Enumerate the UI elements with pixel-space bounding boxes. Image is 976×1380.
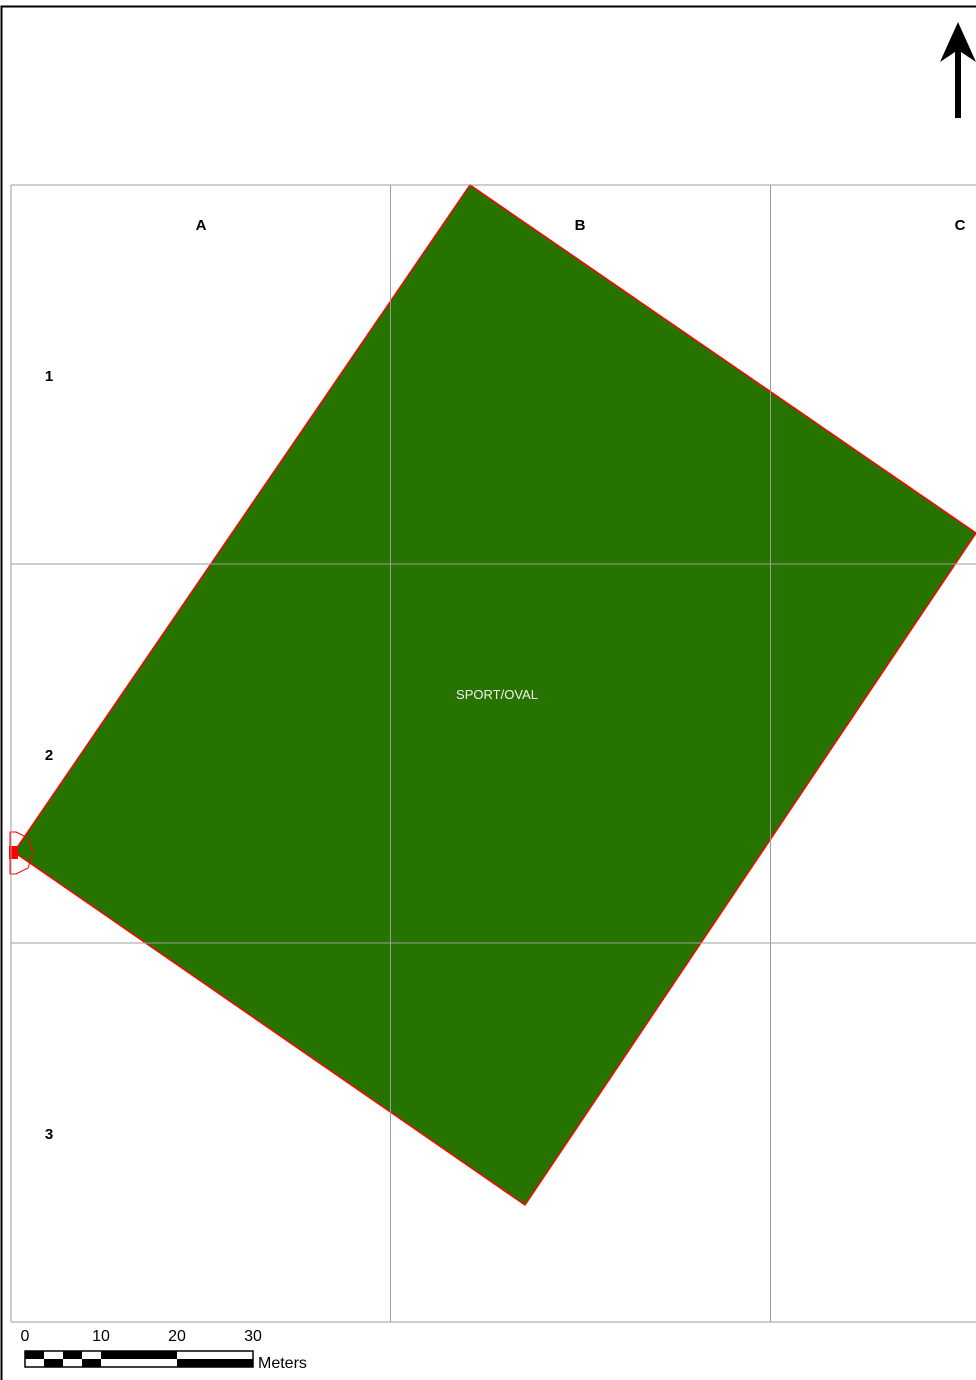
map-data-frame[interactable]: A B C 1 2 3 SPORT/OVAL bbox=[9, 183, 976, 1323]
grid-row-label-2: 2 bbox=[45, 747, 53, 764]
scale-tick-0: 0 bbox=[21, 1328, 30, 1345]
reference-grid bbox=[10, 184, 976, 1323]
feature-label: SPORT/OVAL bbox=[456, 687, 538, 702]
grid-row-label-1: 1 bbox=[45, 368, 53, 385]
scale-tick-30: 30 bbox=[244, 1328, 262, 1345]
scale-tick-10: 10 bbox=[92, 1328, 110, 1345]
grid-column-label-c: C bbox=[955, 217, 966, 234]
scale-units: Meters bbox=[258, 1355, 307, 1372]
sport-oval-polygon[interactable] bbox=[12, 183, 976, 1207]
scale-tick-20: 20 bbox=[168, 1328, 186, 1345]
vertex-marker[interactable] bbox=[9, 831, 34, 875]
grid-column-label-b: B bbox=[575, 217, 586, 234]
grid-column-label-a: A bbox=[196, 217, 207, 234]
scale-bar: 0 10 20 30 Meters bbox=[21, 1328, 307, 1372]
north-arrow-icon bbox=[940, 22, 976, 118]
map-border bbox=[0, 5, 976, 1380]
grid-row-label-3: 3 bbox=[45, 1126, 53, 1143]
